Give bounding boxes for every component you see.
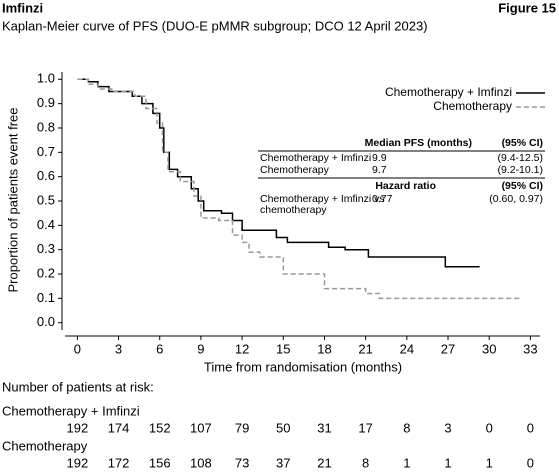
risk-count: 37 (276, 455, 290, 470)
table-header: (95% CI) (502, 180, 543, 192)
y-tick-label: 0.9 (37, 95, 55, 110)
x-tick-label: 3 (115, 341, 122, 356)
subtitle: Kaplan-Meier curve of PFS (DUO-E pMMR su… (2, 18, 428, 33)
y-tick-label: 1.0 (37, 71, 55, 86)
risk-group: Chemotherapy (2, 438, 88, 453)
x-tick-label: 27 (441, 341, 455, 356)
table-header: (95% CI) (502, 137, 543, 149)
km-curve (77, 78, 520, 300)
risk-count: 156 (149, 455, 171, 470)
x-tick-label: 18 (317, 341, 331, 356)
x-tick-label: 21 (358, 341, 372, 356)
y-tick-label: 0.1 (37, 290, 55, 305)
table-cell: (9.4-12.5) (497, 152, 543, 164)
risk-count: 73 (235, 455, 249, 470)
x-axis-label: Time from randomisation (months) (204, 359, 402, 374)
risk-count: 3 (444, 420, 451, 435)
legend-label: Chemotherapy + Imfinzi (385, 85, 512, 99)
x-tick-label: 30 (482, 341, 496, 356)
risk-count: 21 (317, 455, 331, 470)
y-tick-label: 0.3 (37, 241, 55, 256)
table-header: Hazard ratio (375, 180, 436, 192)
title: Imfinzi (2, 0, 43, 15)
risk-count: 152 (149, 420, 171, 435)
risk-count: 108 (190, 455, 212, 470)
risk-count: 192 (67, 455, 89, 470)
x-tick-label: 0 (74, 341, 81, 356)
figure-label: Figure 15 (498, 0, 556, 15)
risk-count: 107 (190, 420, 212, 435)
risk-count: 174 (108, 420, 130, 435)
risk-group: Chemotherapy + Imfinzi (2, 403, 140, 418)
risk-count: 1 (444, 455, 451, 470)
table-cell: (0.60, 0.97) (489, 193, 543, 205)
y-tick-label: 0.8 (37, 119, 55, 134)
risk-count: 8 (403, 420, 410, 435)
x-tick-label: 9 (197, 341, 204, 356)
x-tick-label: 15 (276, 341, 290, 356)
risk-count: 172 (108, 455, 130, 470)
risk-count: 0 (527, 455, 534, 470)
risk-count: 8 (362, 455, 369, 470)
y-tick-label: 0.6 (37, 168, 55, 183)
y-tick-label: 0.0 (37, 314, 55, 329)
risk-count: 0 (527, 420, 534, 435)
x-tick-label: 33 (523, 341, 537, 356)
y-tick-label: 0.5 (37, 192, 55, 207)
risk-count: 192 (67, 420, 89, 435)
y-axis-label: Proportion of patients event free (5, 107, 20, 292)
risk-count: 0 (486, 420, 493, 435)
table-cell: chemotherapy (260, 204, 327, 216)
x-tick-label: 12 (235, 341, 249, 356)
table-cell: 9.9 (372, 152, 387, 164)
risk-count: 31 (317, 420, 331, 435)
risk-count: 79 (235, 420, 249, 435)
table-header: Median PFS (months) (365, 137, 472, 149)
risk-count: 17 (358, 420, 372, 435)
risk-count: 1 (486, 455, 493, 470)
table-cell: (9.2-10.1) (497, 164, 543, 176)
legend-label: Chemotherapy (433, 99, 512, 113)
table-cell: Chemotherapy + Imfinzi (260, 152, 371, 164)
table-cell: 0.77 (372, 193, 393, 205)
risk-count: 1 (403, 455, 410, 470)
x-tick-label: 6 (156, 341, 163, 356)
table-cell: Chemotherapy (260, 164, 330, 176)
y-tick-label: 0.4 (37, 217, 55, 232)
x-tick-label: 24 (400, 341, 414, 356)
table-cell: Chemotherapy + Imfinzi vs (260, 193, 385, 205)
y-tick-label: 0.7 (37, 144, 55, 159)
y-tick-label: 0.2 (37, 265, 55, 280)
risk-title: Number of patients at risk: (2, 379, 154, 394)
risk-count: 50 (276, 420, 290, 435)
table-cell: 9.7 (372, 164, 387, 176)
